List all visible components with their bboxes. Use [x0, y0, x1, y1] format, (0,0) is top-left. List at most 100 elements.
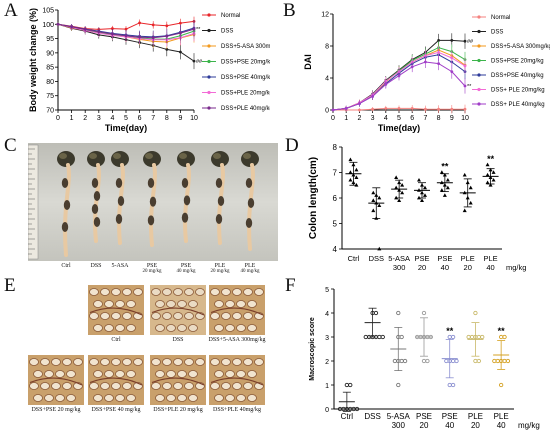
crypt	[243, 312, 253, 320]
crypt	[111, 288, 121, 296]
data-point	[450, 70, 454, 73]
histology-images	[28, 285, 265, 405]
data-point	[165, 48, 169, 51]
group-label: PSE	[442, 412, 458, 421]
data-point	[485, 172, 490, 177]
data-point	[421, 310, 427, 316]
data-point	[377, 334, 382, 340]
histology-caption: Ctrl	[111, 337, 121, 343]
y-axis-title: Body weight change (%)	[28, 8, 38, 112]
tissue-fold	[151, 377, 205, 386]
annotation-star: **	[467, 84, 472, 90]
caption-dose: 40 mg/kg	[176, 269, 196, 274]
fecal-pellet	[91, 204, 99, 214]
data-point	[450, 39, 454, 42]
significance-mark: **	[441, 162, 449, 172]
crypt	[51, 358, 61, 366]
colon-caption: Ctrl	[46, 263, 86, 269]
x-tick-label: 6	[138, 115, 142, 122]
data-point	[454, 358, 459, 364]
data-point	[468, 200, 473, 205]
crypt	[214, 370, 224, 378]
data-point	[371, 208, 376, 213]
data-point	[371, 190, 376, 195]
data-point	[423, 185, 427, 190]
legend-entry: DSS+5-ASA 300mg/kg	[472, 44, 550, 50]
data-point	[468, 185, 473, 190]
y-tick-label: 1	[325, 383, 329, 390]
crypt	[225, 394, 235, 402]
colon-specimen	[111, 151, 129, 245]
data-point	[348, 382, 353, 388]
data-point	[450, 382, 456, 388]
colon-tube	[117, 163, 125, 245]
data-point	[111, 27, 114, 30]
crypt	[89, 358, 99, 366]
legend-marker	[477, 87, 481, 92]
legend-marker	[207, 13, 211, 17]
crypt	[133, 358, 143, 366]
crypt	[195, 358, 205, 366]
colon-caption: DSS	[76, 263, 116, 269]
series-7	[56, 21, 196, 44]
data-point	[70, 25, 73, 29]
group-label: PLE	[468, 412, 483, 421]
significance-mark: **	[498, 326, 506, 336]
data-point	[463, 39, 467, 43]
annotation-star: **	[196, 27, 201, 33]
annotation-hash: ##	[196, 59, 203, 65]
data-point	[179, 21, 182, 25]
panel-a: A 70 75 80 85 90 95 100 105 0 1 2 3 4 5 6 7 8 9 10 Time(day…	[0, 0, 282, 140]
crypt	[173, 382, 183, 390]
data-point	[424, 107, 427, 111]
crypt	[62, 358, 72, 366]
data-point	[488, 183, 493, 187]
caption-group: 5-ASA	[111, 263, 129, 269]
crypt	[162, 312, 172, 320]
caption-group: PSE	[146, 263, 158, 269]
data-point	[124, 27, 128, 31]
x-tick-label: 8	[165, 115, 169, 122]
panel-c: C Ctrl DSS 5-ASA PSE 20 mg/kg PSE 40 mg/kg PLE 2…	[0, 135, 280, 280]
data-point	[410, 107, 414, 110]
y-tick-label: 0	[325, 108, 329, 115]
colon-caption: 5-ASA	[100, 263, 140, 269]
x-axis-title: Time(day)	[378, 123, 420, 133]
x-tick-label: 7	[151, 115, 155, 122]
legend-label: DSS	[491, 30, 503, 36]
cecum-highlight	[113, 153, 121, 159]
data-point	[344, 382, 350, 388]
dose-label: 40	[441, 263, 449, 272]
colon-specimen	[211, 151, 229, 245]
data-point	[462, 208, 467, 213]
panel-e-label: E	[4, 275, 16, 296]
x-axis-title: Time(day)	[105, 123, 147, 133]
legend-label: DSS+PSE 20mg/kg	[221, 60, 270, 66]
panel-e: E Ctrl DSS DSS+5-ASA 300mg/kg DSS+PSE 20 mg…	[0, 275, 278, 433]
y-tick-label: 5	[333, 220, 338, 229]
group-label: Ctrl	[341, 412, 354, 421]
fecal-pellet	[117, 196, 125, 206]
y-tick-label: 95	[46, 36, 54, 43]
panel-b-label: B	[283, 0, 296, 21]
crypt	[184, 358, 194, 366]
crypt	[126, 370, 136, 378]
histology-tile	[209, 355, 265, 405]
crypt	[126, 324, 136, 332]
y-tick-label: 0	[325, 407, 329, 414]
data-point	[377, 195, 382, 200]
crypt	[225, 324, 235, 332]
data-point	[354, 175, 359, 179]
legend-label: DSS+5-ASA 300mg/kg	[491, 44, 550, 50]
crypt	[221, 312, 231, 320]
crypt	[122, 312, 132, 320]
caption-dose: 40 mg/kg	[240, 269, 260, 274]
cecum-highlight	[59, 153, 67, 159]
cecum-highlight	[89, 153, 97, 159]
crypt	[232, 288, 242, 296]
data-point	[442, 193, 447, 197]
data-point	[83, 28, 87, 31]
data-point	[165, 34, 169, 38]
